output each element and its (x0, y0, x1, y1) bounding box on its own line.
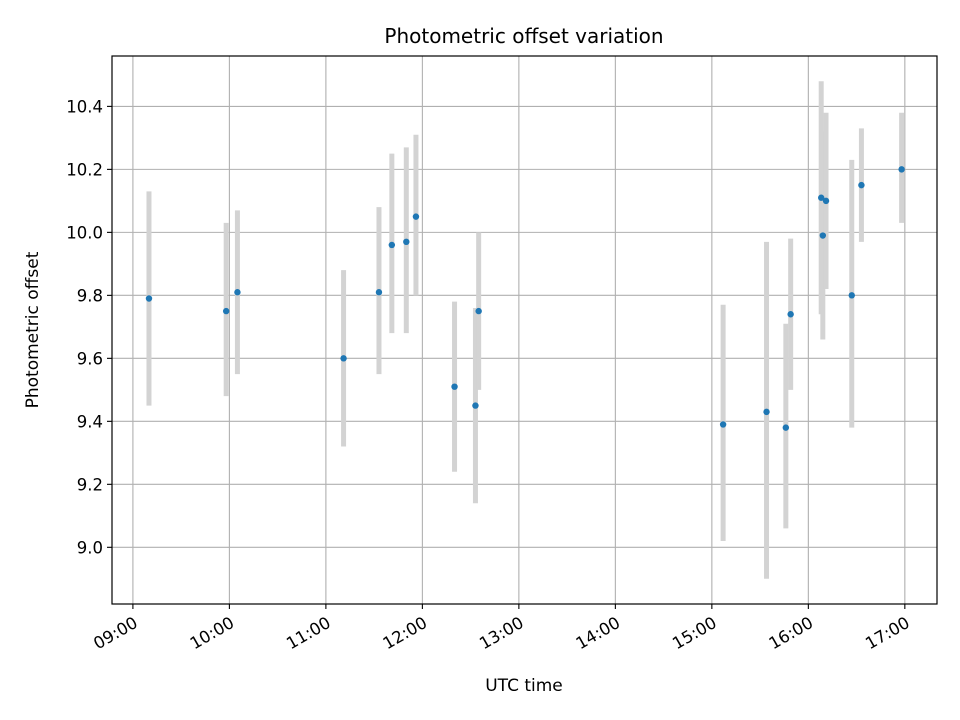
grid-lines (112, 56, 937, 604)
data-point (234, 289, 241, 296)
data-point (819, 232, 827, 239)
data-point (822, 197, 830, 205)
data-point (898, 166, 905, 173)
data-points (145, 166, 905, 431)
data-point (719, 421, 727, 428)
y-tick-label: 10.0 (66, 223, 103, 242)
data-point (818, 194, 825, 201)
y-axis-label: Photometric offset (23, 251, 43, 408)
chart-title: Photometric offset variation (384, 24, 663, 48)
y-tick-label: 10.4 (66, 97, 103, 116)
y-tick-label: 9.8 (77, 286, 103, 305)
data-point (403, 238, 410, 246)
data-point (472, 402, 479, 409)
y-tick-label: 10.2 (66, 160, 103, 179)
y-tick-label: 9.0 (77, 538, 103, 557)
data-point (451, 383, 458, 390)
data-point (782, 424, 790, 431)
data-point (475, 307, 482, 315)
y-tick-label: 9.2 (77, 475, 103, 494)
data-point (858, 181, 865, 189)
data-point (787, 311, 794, 318)
y-tick-label: 9.6 (77, 349, 103, 368)
data-point (763, 408, 770, 416)
y-tick-label: 9.4 (77, 412, 103, 431)
data-point (340, 355, 347, 362)
x-axis-label: UTC time (485, 676, 563, 696)
data-point (375, 289, 383, 296)
data-point (222, 307, 230, 315)
data-point (388, 241, 396, 249)
data-point (145, 295, 153, 302)
data-point (848, 292, 855, 299)
data-point (412, 213, 420, 220)
plot-frame (111, 55, 938, 605)
y-axis-ticks: 9.0 9.2 9.4 9.6 9.8 10.0 10.2 10.4 (66, 97, 112, 557)
